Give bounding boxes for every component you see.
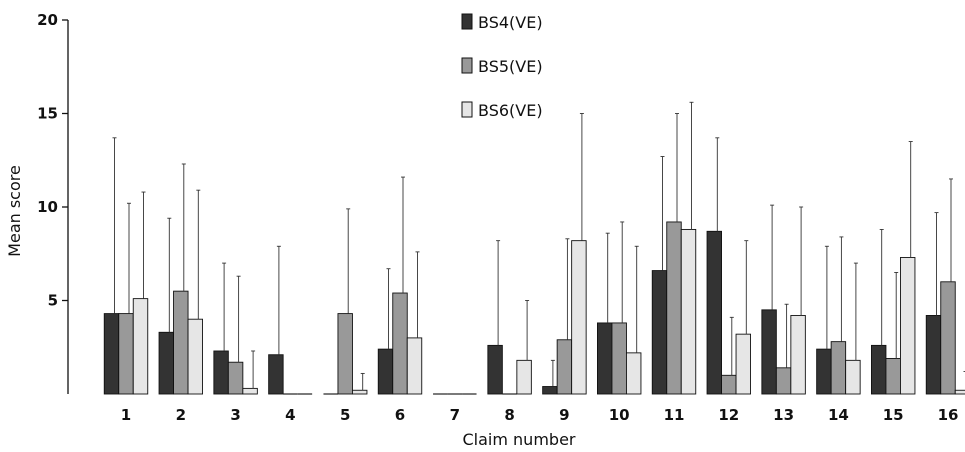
bar (651, 270, 668, 395)
bar (925, 315, 942, 395)
x-tick-label: 12 (718, 406, 739, 424)
bar (830, 341, 847, 395)
x-tick-label: 11 (664, 406, 685, 424)
bar (268, 354, 284, 395)
bar (666, 221, 682, 395)
bar (775, 367, 792, 395)
bar (626, 352, 642, 395)
bar (790, 315, 806, 395)
y-axis-label: Mean score (5, 165, 24, 257)
bar (337, 313, 353, 395)
error-bars (112, 101, 965, 391)
x-tick-label: 9 (559, 406, 569, 424)
bar (377, 348, 394, 395)
legend-swatch (461, 13, 473, 30)
bar (706, 230, 722, 395)
y-tick-label: 20 (37, 11, 58, 29)
x-tick-label: 8 (504, 406, 514, 424)
bar (885, 358, 901, 395)
legend-label: BS4(VE) (478, 13, 543, 32)
x-tick-label: 5 (340, 406, 350, 424)
x-tick-label: 6 (395, 406, 405, 424)
bar (845, 359, 861, 395)
bar (556, 339, 573, 395)
legend: BS4(VE) BS5(VE) BS6(VE) (461, 13, 543, 120)
bar (900, 257, 916, 395)
bar (954, 389, 965, 395)
bar (816, 348, 832, 395)
legend-swatch (461, 101, 473, 118)
bar (871, 344, 887, 395)
axes (62, 19, 69, 394)
bar (721, 374, 737, 395)
bar (940, 281, 956, 395)
bar (516, 359, 532, 395)
legend-swatch (461, 57, 473, 74)
bar (242, 387, 258, 395)
y-tick-label: 15 (37, 105, 58, 123)
bar (173, 290, 189, 395)
x-tick-label: 16 (938, 406, 959, 424)
x-tick-label: 13 (773, 406, 794, 424)
bar (761, 309, 777, 395)
bar (571, 240, 587, 395)
bar (213, 350, 229, 395)
x-tick-label: 3 (230, 406, 240, 424)
bar (406, 337, 423, 395)
x-axis-label: Claim number (463, 430, 576, 449)
legend-label: BS5(VE) (478, 57, 543, 76)
bar (392, 292, 408, 395)
bar (227, 361, 244, 395)
bar (118, 313, 134, 395)
bar (542, 386, 558, 395)
bar (158, 331, 175, 395)
y-tick-label: 10 (37, 198, 58, 216)
x-tick-label: 15 (883, 406, 904, 424)
x-tick-label: 1 (121, 406, 131, 424)
bar (611, 322, 627, 395)
bars (103, 221, 965, 395)
bar (597, 322, 613, 395)
bar (487, 344, 503, 395)
x-tick-label: 10 (609, 406, 630, 424)
x-tick-label: 14 (828, 406, 849, 424)
x-tick-label: 7 (450, 406, 460, 424)
bar (187, 318, 204, 395)
bar (680, 228, 697, 395)
bar (735, 333, 751, 395)
bar (352, 389, 368, 395)
legend-label: BS6(VE) (478, 101, 543, 120)
x-tick-label: 4 (285, 406, 295, 424)
bar (132, 298, 149, 395)
x-tick-label: 2 (176, 406, 186, 424)
y-tick-label: 5 (48, 292, 58, 310)
bar (103, 313, 120, 395)
